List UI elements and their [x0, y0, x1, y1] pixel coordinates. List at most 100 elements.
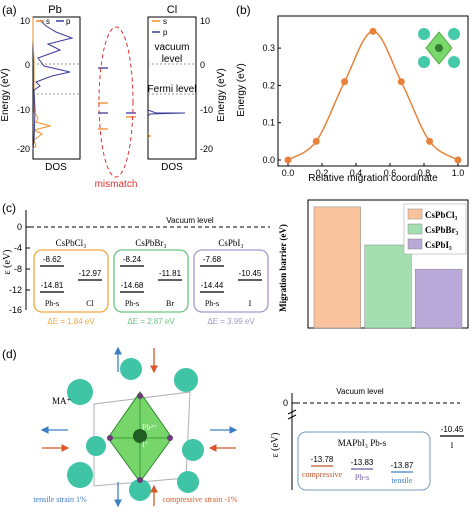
panel-d-i-label: I⁻	[142, 440, 149, 449]
panel-d-pb-label: Pb²⁺	[142, 423, 157, 432]
panel-b-xtick-label: 0.4	[350, 168, 363, 178]
panel-c-group-box	[193, 249, 269, 313]
panel-c-ytick: 0	[17, 222, 22, 232]
panel-b-ytick-label: 0.0	[262, 155, 275, 165]
panel-b-xlabel: Relative migration coordinate	[308, 173, 438, 184]
panel-b-data-point	[284, 156, 292, 164]
panel-a-cl-s-dos	[147, 133, 151, 139]
panel-b-crystal-inset	[418, 28, 460, 68]
panel-d-ytick-zero: 0	[283, 398, 288, 408]
panel-d-level-box	[297, 431, 431, 491]
panel-a-left-tick: 10	[20, 16, 30, 26]
panel-label-b: (b)	[236, 3, 251, 17]
panel-a-right-tick: -20	[200, 144, 213, 154]
panel-c-ytick: -4	[14, 243, 22, 253]
panel-d-crystal	[67, 358, 204, 501]
panel-c-bar-ylabel: Migration barrier (eV)	[278, 224, 288, 312]
panel-d-box-title: MAPbI₃ Pb-s	[338, 438, 387, 448]
panel-c-level-value: -12.97	[79, 269, 102, 278]
inset-atom	[448, 56, 460, 68]
panel-b-data-point	[312, 137, 320, 145]
panel-c-group-box	[113, 249, 189, 313]
ma-atom	[177, 471, 199, 493]
panel-b-ylabel: Energy (eV)	[236, 63, 247, 116]
panel-d-vacuum-label: Vacuum level	[336, 387, 384, 396]
inset-pb-atom	[435, 44, 443, 52]
panel-c-level-value: -8.62	[43, 255, 62, 264]
panel-a-mismatch-ellipse	[98, 26, 134, 178]
panel-c-bar	[415, 268, 463, 329]
panel-b-xtick-label: 1.0	[452, 168, 465, 178]
panel-d-level-label: compressive	[302, 470, 342, 479]
ma-atom	[174, 368, 198, 392]
panel-a-legend-p: p	[66, 17, 71, 26]
panel-a-vacuum-label: level	[162, 54, 183, 65]
panel-d-i-label: I	[451, 441, 454, 450]
i-atom	[107, 435, 113, 441]
panel-b-data-point	[426, 137, 434, 145]
panel-c-level-value: -7.68	[203, 255, 222, 264]
panel-label-c: (c)	[2, 201, 16, 215]
panel-c-level-value: -14.44	[201, 281, 224, 290]
panel-label-d: (d)	[2, 347, 17, 361]
panel-a-left-tick: 0	[25, 60, 30, 70]
panel-c-anion-label: Br	[166, 299, 174, 308]
panel-a-left-tick: -20	[17, 144, 30, 154]
panel-d-ylabel: ε (eV)	[270, 432, 281, 457]
ma-atom	[182, 439, 204, 461]
panel-b-xtick-label: 0.2	[316, 168, 329, 178]
panel-d-i-value: -10.45	[441, 425, 464, 434]
panel-d-level-value: -13.87	[391, 461, 414, 470]
i-atom	[167, 435, 173, 441]
panel-a-mismatch-label: mismatch	[95, 179, 138, 190]
panel-a-right-tick: -10	[200, 105, 213, 115]
panel-d-level-value: -13.78	[311, 455, 334, 464]
panel-b-ytick-label: 0.2	[262, 80, 275, 90]
panel-a-pb-xlabel: DOS	[45, 162, 67, 173]
ma-atom	[67, 379, 93, 405]
panel-a-cl-xlabel: DOS	[161, 162, 183, 173]
panel-d-ma-label: MA⁺	[52, 396, 72, 406]
panel-a-pb-title: Pb	[48, 4, 61, 16]
ma-atom	[86, 436, 106, 456]
panel-b-xtick-label: 0.0	[282, 168, 295, 178]
panel-b-data-point	[397, 78, 405, 86]
panel-a-right-tick: 0	[200, 60, 205, 70]
panel-a-cl-frame	[147, 16, 197, 160]
panel-b-ytick-label: 0.1	[262, 118, 275, 128]
panel-c-ytick: -8	[14, 264, 22, 274]
panel-c-legend-swatch	[407, 238, 423, 250]
panel-c-level-value: -14.81	[41, 281, 64, 290]
panel-a-fermi-label: Fermi level	[148, 84, 197, 95]
panel-c-bar	[364, 244, 412, 329]
panel-c-group-box	[33, 249, 109, 313]
panel-b-plot-frame	[277, 15, 469, 167]
panel-c-anion-label: Cl	[86, 299, 94, 308]
panel-a-right-ylabel: Energy (eV)	[216, 68, 227, 121]
panel-c-legend-swatch	[407, 223, 423, 235]
panel-c-group-title: CsPbBr₃	[135, 238, 166, 248]
i-atom	[137, 393, 143, 399]
i-atom	[137, 477, 143, 483]
ma-atom	[120, 358, 142, 380]
pb-atom	[133, 429, 147, 443]
panel-c-legend-swatch	[407, 208, 423, 220]
panel-a-cl-p-dos	[147, 109, 186, 117]
panel-c-cation-label: Pb-s	[205, 299, 219, 308]
panel-c-vacuum-label: Vacuum level	[166, 216, 214, 225]
panel-b-data-point	[454, 156, 462, 164]
panel-c-delta-e: ΔE = 2.87 eV	[127, 317, 175, 326]
panel-c-level-value: -11.81	[159, 269, 182, 278]
panel-d-level-value: -13.83	[351, 458, 374, 467]
panel-b-data-point	[341, 78, 349, 86]
ma-atom	[129, 479, 151, 501]
inset-atom	[448, 28, 460, 40]
panel-b-data-point	[369, 27, 377, 35]
panel-a-cl-legend-p: p	[163, 28, 168, 37]
panel-c-level-value: -8.24	[123, 255, 142, 264]
panel-a-right-tick: 10	[200, 16, 210, 26]
panel-label-a: (a)	[2, 3, 17, 17]
panel-c-group-title: CsPbI₃	[218, 238, 243, 248]
panel-c-bar	[313, 206, 361, 329]
inset-atom	[418, 28, 430, 40]
